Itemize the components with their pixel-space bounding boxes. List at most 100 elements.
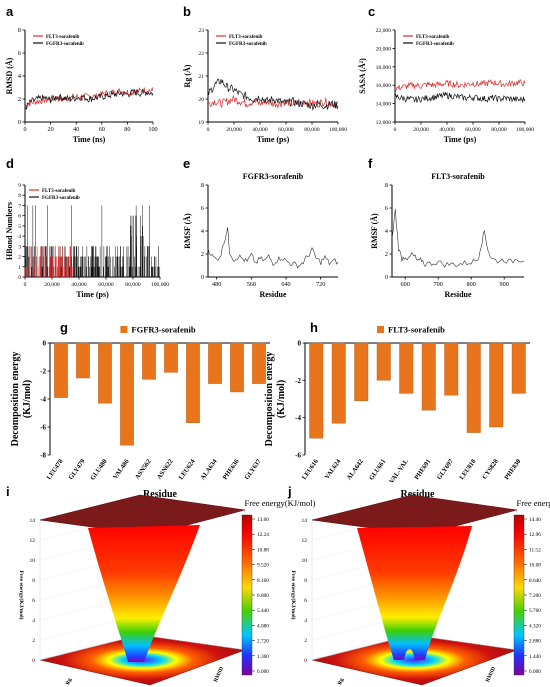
x-tick-label-f: 700 xyxy=(434,281,443,288)
y-tick-label-e: 2 xyxy=(201,251,204,258)
chart-title-f: FLT3-sorafenib xyxy=(431,172,485,181)
z-tick-label-i: 10 xyxy=(30,558,36,564)
colorbar-tick-label-i: 10.88 xyxy=(257,547,269,553)
y-axis-label-e: RMSF (Å) xyxy=(183,213,192,249)
z-tick-label-j: 4 xyxy=(304,618,307,624)
x-tick-label-h: VAL624 xyxy=(324,458,343,481)
panel-letter-c: c xyxy=(368,4,375,19)
panel-letter-e: e xyxy=(183,156,190,171)
x-tick-label-e: 480 xyxy=(212,281,221,288)
bar-g-LEU478 xyxy=(54,342,68,398)
x-tick-label-g: PHE636 xyxy=(222,458,241,482)
legend-swatch-h xyxy=(377,326,384,333)
bar-h-ALA642 xyxy=(354,342,369,402)
y-axis-label-a: RMSD (Å) xyxy=(5,57,14,94)
legend-swatch-g xyxy=(120,326,128,333)
x-tick-label-e: 640 xyxy=(281,281,290,288)
y-tick-label-g: -6 xyxy=(40,424,46,432)
x-axis-label-e: Residue xyxy=(259,290,287,299)
x-axis-label-f: Residue xyxy=(444,290,472,299)
colorbar-tick-label-j: 10.08 xyxy=(529,563,541,569)
legend-label-d: FLT3-sorafenib xyxy=(42,189,76,194)
colorbar-tick-label-i: 6.800 xyxy=(257,593,269,599)
y-tick-label-h: 0 xyxy=(298,340,302,348)
x-tick-label-a: 60 xyxy=(99,126,105,133)
x-tick-label-d: 100,000 xyxy=(151,282,169,288)
colorbar-tick-label-i: 2.720 xyxy=(257,639,269,645)
x-tick-label-h: VAL-VAL xyxy=(388,458,410,485)
x-tick-label-a: 20 xyxy=(48,126,54,133)
bar-h-PHE830 xyxy=(511,342,526,394)
series-line-a-1 xyxy=(24,88,154,111)
x-tick-label-b: 60,000 xyxy=(278,127,294,133)
x-tick-label-h: LEU818 xyxy=(458,458,477,482)
colorbar-tick-label-j: 12.96 xyxy=(529,532,541,538)
x-tick-label-h: ALA642 xyxy=(346,458,365,481)
x-tick-label-h: GLU661 xyxy=(368,458,387,482)
panel-letter-a: a xyxy=(6,4,14,19)
x-axis-label-g: Residue xyxy=(143,489,177,500)
bar-g-ALA634 xyxy=(208,342,222,384)
x-tick-label-c: 100,000 xyxy=(516,127,534,133)
colorbar-tick-label-j: 4.320 xyxy=(529,623,541,629)
colorbar-tick-label-j: 0.000 xyxy=(529,669,541,675)
x-tick-label-b: 80,000 xyxy=(304,127,320,133)
z-tick-label-j: 6 xyxy=(304,598,307,604)
x-tick-label-e: 720 xyxy=(316,281,325,288)
y-tick-label-e: 8 xyxy=(201,182,204,189)
series-line-b-0 xyxy=(207,95,339,109)
colorbar-tick-label-i: 1.360 xyxy=(257,654,269,660)
z-tick-label-i: 4 xyxy=(32,618,35,624)
x-tick-label-c: 80,000 xyxy=(491,127,507,133)
panel-letter-d: d xyxy=(6,156,14,171)
colorbar-tick-label-i: 0.000 xyxy=(257,669,269,675)
panel-letter-f: f xyxy=(368,156,373,171)
z-tick-label-j: 12 xyxy=(302,538,308,544)
bar-g-LEU624 xyxy=(186,342,200,424)
x-tick-label-c: 0 xyxy=(394,127,397,133)
x-tick-label-g: GLU480 xyxy=(89,458,108,482)
y-tick-label-a: 0 xyxy=(18,119,21,126)
y-tick-label-a: 4 xyxy=(18,73,21,80)
x-tick-label-h: CYS828 xyxy=(481,458,500,481)
y-tick-label-e: 6 xyxy=(201,205,204,212)
x-tick-label-g: VAL486 xyxy=(112,458,131,481)
floor-axis-label-rg-j: Rg xyxy=(337,677,345,686)
legend-label-g: FGFR3-sorafenib xyxy=(131,325,195,335)
x-tick-label-d: 0 xyxy=(24,282,27,288)
bar-h-VAL-VAL xyxy=(399,342,414,394)
y-axis-label-b: Rg (Å) xyxy=(183,64,192,87)
panel-letter-g: g xyxy=(60,320,68,335)
legend-label-a: FLT3-sorafenib xyxy=(46,35,80,40)
x-tick-label-a: 0 xyxy=(23,126,26,133)
z-axis-label-j: Free energy(KJ/mol) xyxy=(290,571,297,620)
colorbar-tick-label-i: 9.520 xyxy=(257,563,269,569)
x-tick-label-b: 40,000 xyxy=(252,127,268,133)
y-tick-label-a: 2 xyxy=(18,96,21,103)
y-tick-label-d: 3 xyxy=(18,244,21,250)
legend-label-a: FGFR3-sorafenib xyxy=(46,42,84,47)
y-tick-label-c: 12,000 xyxy=(376,120,392,126)
z-tick-label-i: 6 xyxy=(32,598,35,604)
floor-axis-label-rmsd-j: RMSD xyxy=(485,666,497,683)
x-tick-label-d: 80,000 xyxy=(125,282,141,288)
x-tick-label-d: 20,000 xyxy=(44,282,60,288)
panel-letter-b: b xyxy=(183,4,191,19)
y-tick-label-a: 6 xyxy=(18,50,21,57)
z-tick-label-j: 10 xyxy=(302,558,308,564)
y-tick-label-f: 6 xyxy=(385,205,388,212)
bar-g-VAL486 xyxy=(120,342,134,446)
y-tick-label-f: 2 xyxy=(385,251,388,258)
x-tick-label-d: 60,000 xyxy=(98,282,114,288)
colorbar-tick-label-i: 5.440 xyxy=(257,608,269,614)
x-tick-label-h: PHE830 xyxy=(503,458,522,481)
x-tick-label-h: PHE691 xyxy=(413,458,432,481)
y-tick-label-c: 14,000 xyxy=(376,102,392,108)
y-tick-label-d: 5 xyxy=(18,224,21,230)
x-tick-label-h: LEU616 xyxy=(301,458,320,482)
bar-h-PHE691 xyxy=(421,342,436,411)
x-tick-label-b: 0 xyxy=(207,127,210,133)
chart-title-e: FGFR3-sorafenib xyxy=(243,172,304,181)
x-tick-label-c: 60,000 xyxy=(465,127,481,133)
